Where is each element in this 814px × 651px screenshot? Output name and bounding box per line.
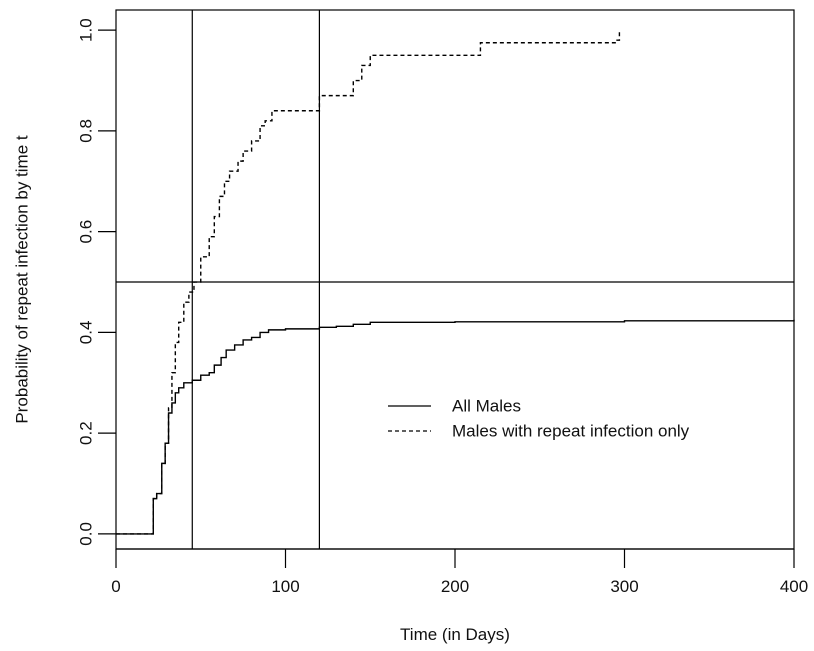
x-axis: 0 100 200 300 400: [111, 548, 808, 596]
series-layer: [116, 30, 795, 535]
x-tick-label: 200: [441, 577, 469, 596]
y-tick-label: 0.0: [77, 522, 96, 546]
y-tick-label: 0.8: [77, 119, 96, 143]
plot-frame: [115, 9, 795, 550]
y-axis-label: Probability of repeat infection by time …: [13, 135, 32, 423]
reference-lines: [116, 10, 794, 549]
y-axis: 0.0 0.2 0.4 0.6 0.8 1.0: [77, 18, 116, 546]
y-tick-label: 0.6: [77, 220, 96, 244]
y-tick-label: 0.2: [77, 421, 96, 445]
legend-label-repeat-infection: Males with repeat infection only: [452, 422, 690, 441]
y-tick-label: 0.4: [77, 321, 96, 345]
legend-label-all-males: All Males: [452, 397, 521, 416]
series-line-0: [116, 319, 795, 535]
y-tick-label: 1.0: [77, 18, 96, 42]
x-tick-label: 300: [610, 577, 638, 596]
x-tick-label: 0: [111, 577, 120, 596]
x-axis-label: Time (in Days): [400, 625, 510, 644]
legend: All Males Males with repeat infection on…: [388, 397, 690, 441]
x-tick-label: 400: [780, 577, 808, 596]
x-tick-label: 100: [271, 577, 299, 596]
